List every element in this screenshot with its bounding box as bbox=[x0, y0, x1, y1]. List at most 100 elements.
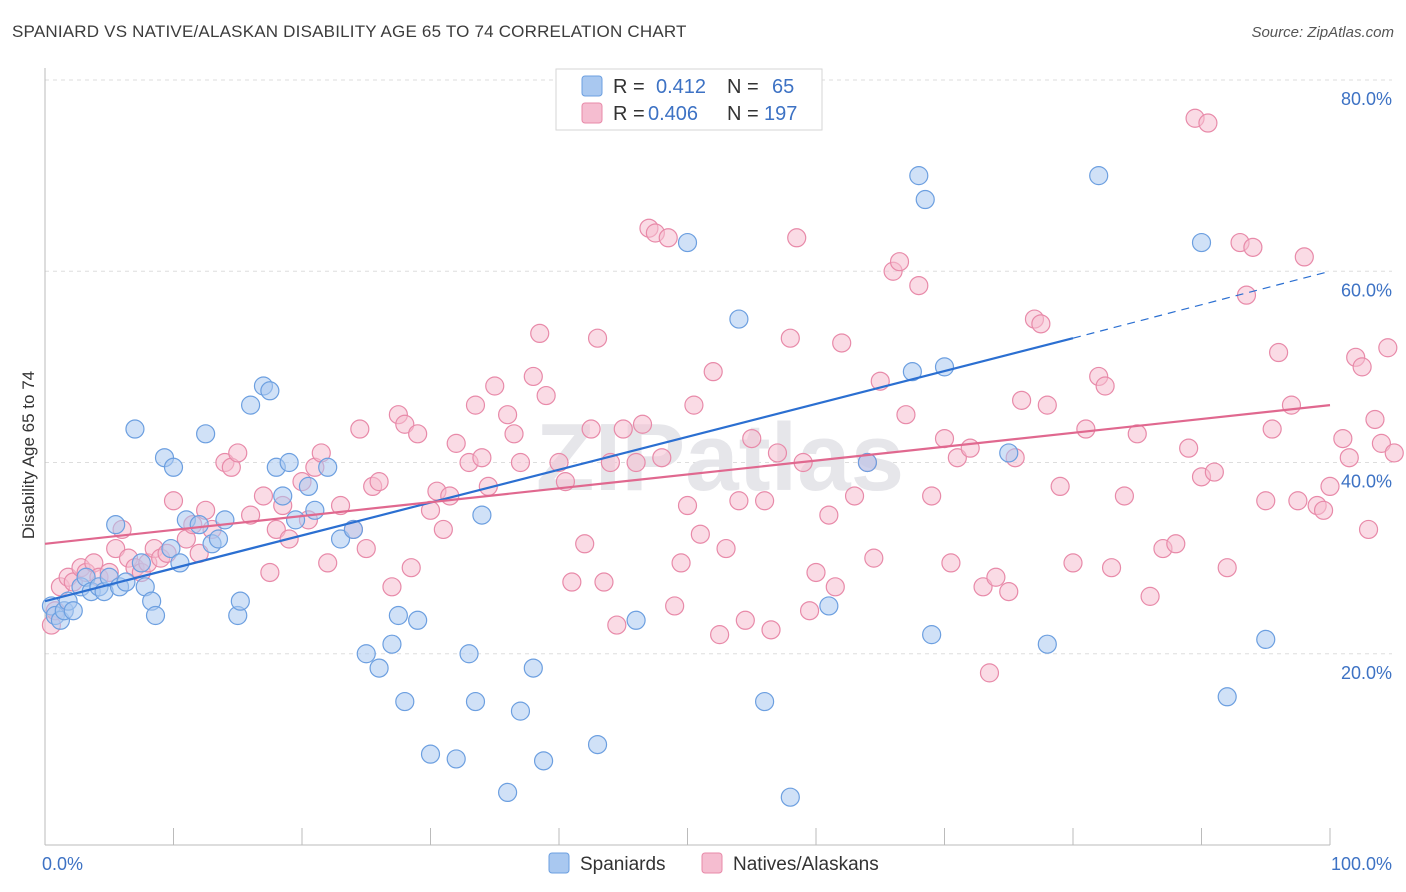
natives-alaskans-point bbox=[1179, 438, 1199, 458]
spaniards-point bbox=[677, 232, 698, 253]
natives-alaskans-point bbox=[562, 572, 582, 592]
y-tick-label: 20.0% bbox=[1341, 663, 1392, 683]
natives-alaskans-point bbox=[1204, 462, 1224, 482]
spaniards-trend-extension bbox=[1072, 270, 1331, 339]
spaniards-point bbox=[780, 787, 800, 807]
natives-alaskans-point bbox=[973, 577, 993, 597]
natives-alaskans-point bbox=[671, 553, 691, 573]
natives-alaskans-point bbox=[266, 519, 286, 540]
spaniards-point bbox=[915, 189, 935, 210]
natives-alaskans-point bbox=[465, 395, 486, 415]
y-tick-label: 60.0% bbox=[1341, 280, 1392, 300]
natives-alaskans-point bbox=[163, 491, 184, 511]
natives-alaskans-point bbox=[947, 448, 967, 468]
natives-alaskans-point bbox=[106, 538, 126, 559]
spaniards-point bbox=[498, 782, 518, 803]
natives-alaskans-point bbox=[819, 505, 839, 525]
natives-alaskans-point bbox=[356, 538, 376, 559]
spaniards-point bbox=[1256, 629, 1276, 650]
natives-alaskans-point bbox=[1294, 247, 1314, 267]
legend-n-label-1: N = bbox=[727, 76, 759, 98]
legend-r-label-1: R = bbox=[613, 76, 645, 98]
chart-source: Source: ZipAtlas.com bbox=[1251, 24, 1394, 41]
spaniards-point bbox=[1037, 634, 1057, 654]
spaniards-points bbox=[41, 166, 1276, 807]
spaniards-point bbox=[356, 644, 376, 664]
natives-alaskans-point bbox=[1011, 390, 1032, 410]
natives-alaskans-point bbox=[581, 419, 601, 439]
spaniards-point bbox=[587, 734, 608, 755]
spaniards-point bbox=[1089, 166, 1109, 186]
spaniards-point bbox=[999, 443, 1019, 463]
natives-alaskans-point bbox=[832, 333, 852, 353]
x-tick-label-max: 100.0% bbox=[1331, 854, 1392, 874]
natives-alaskans-point bbox=[1378, 338, 1398, 358]
spaniards-point bbox=[446, 749, 466, 769]
spaniards-point bbox=[1191, 232, 1212, 253]
natives-alaskans-point bbox=[941, 553, 961, 573]
natives-alaskans-point bbox=[652, 448, 672, 468]
natives-alaskans-point bbox=[594, 572, 614, 592]
natives-alaskans-point bbox=[710, 625, 730, 645]
natives-alaskans-point bbox=[1333, 428, 1353, 449]
natives-alaskans-point bbox=[1243, 237, 1263, 257]
natives-alaskans-point bbox=[632, 414, 653, 434]
spaniards-point bbox=[273, 486, 293, 506]
natives-alaskans-point bbox=[742, 428, 762, 449]
natives-alaskans-point bbox=[472, 448, 492, 468]
spaniards-point bbox=[819, 596, 839, 616]
spaniards-point bbox=[106, 515, 126, 535]
spaniards-point bbox=[902, 362, 922, 382]
spaniards-point bbox=[523, 658, 543, 678]
spaniards-point bbox=[63, 601, 83, 621]
natives-alaskans-point bbox=[806, 562, 826, 583]
natives-alaskans-point bbox=[986, 567, 1006, 587]
natives-alaskans-point bbox=[909, 275, 929, 296]
natives-alaskans-point bbox=[703, 362, 723, 382]
bottom-legend-label-spaniards: Spaniards bbox=[580, 854, 666, 875]
spaniards-point bbox=[472, 505, 492, 525]
y-tick-label: 80.0% bbox=[1341, 89, 1392, 109]
spaniards-point bbox=[626, 610, 646, 630]
spaniards-point bbox=[260, 381, 280, 401]
natives-alaskans-point bbox=[401, 558, 421, 578]
y-tick-label: 40.0% bbox=[1341, 472, 1392, 492]
spaniards-point bbox=[163, 457, 184, 477]
natives-alaskans-point bbox=[1256, 491, 1276, 511]
natives-alaskans-point bbox=[485, 376, 505, 396]
natives-alaskans-point bbox=[761, 620, 781, 640]
natives-alaskans-point bbox=[1076, 419, 1096, 439]
natives-alaskans-point bbox=[1358, 519, 1379, 540]
spaniards-point bbox=[189, 515, 209, 535]
natives-alaskans-trend-line bbox=[44, 404, 1331, 545]
natives-alaskans-point bbox=[536, 385, 556, 406]
natives-alaskans-point bbox=[1365, 409, 1385, 430]
natives-alaskans-point bbox=[754, 491, 775, 511]
natives-alaskans-point bbox=[395, 414, 415, 434]
natives-alaskans-point bbox=[729, 491, 749, 511]
natives-alaskans-point bbox=[318, 553, 338, 573]
natives-alaskans-point bbox=[1339, 448, 1359, 468]
spaniards-point bbox=[465, 691, 486, 712]
natives-alaskans-point bbox=[1352, 357, 1372, 377]
natives-alaskans-point bbox=[1371, 433, 1392, 453]
spaniards-point bbox=[420, 744, 441, 764]
spaniards-point bbox=[208, 529, 229, 549]
natives-alaskans-point bbox=[253, 486, 274, 506]
spaniards-point bbox=[241, 395, 261, 415]
spaniards-point bbox=[922, 625, 942, 645]
natives-alaskans-point bbox=[260, 562, 280, 583]
bottom-legend-label-natives: Natives/Alaskans bbox=[733, 854, 879, 875]
spaniards-point bbox=[196, 424, 216, 444]
natives-alaskans-point bbox=[934, 428, 955, 449]
natives-alaskans-point bbox=[613, 419, 633, 439]
natives-alaskans-point bbox=[1268, 342, 1289, 363]
natives-alaskans-point bbox=[433, 519, 453, 540]
spaniards-point bbox=[729, 309, 749, 329]
natives-alaskans-point bbox=[1384, 443, 1404, 463]
legend-swatch-spaniards bbox=[581, 75, 603, 97]
legend-r-value-2: 0.406 bbox=[648, 103, 698, 125]
natives-alaskans-point bbox=[1031, 314, 1051, 334]
natives-alaskans-point bbox=[523, 366, 543, 387]
natives-alaskans-point bbox=[1198, 113, 1218, 133]
